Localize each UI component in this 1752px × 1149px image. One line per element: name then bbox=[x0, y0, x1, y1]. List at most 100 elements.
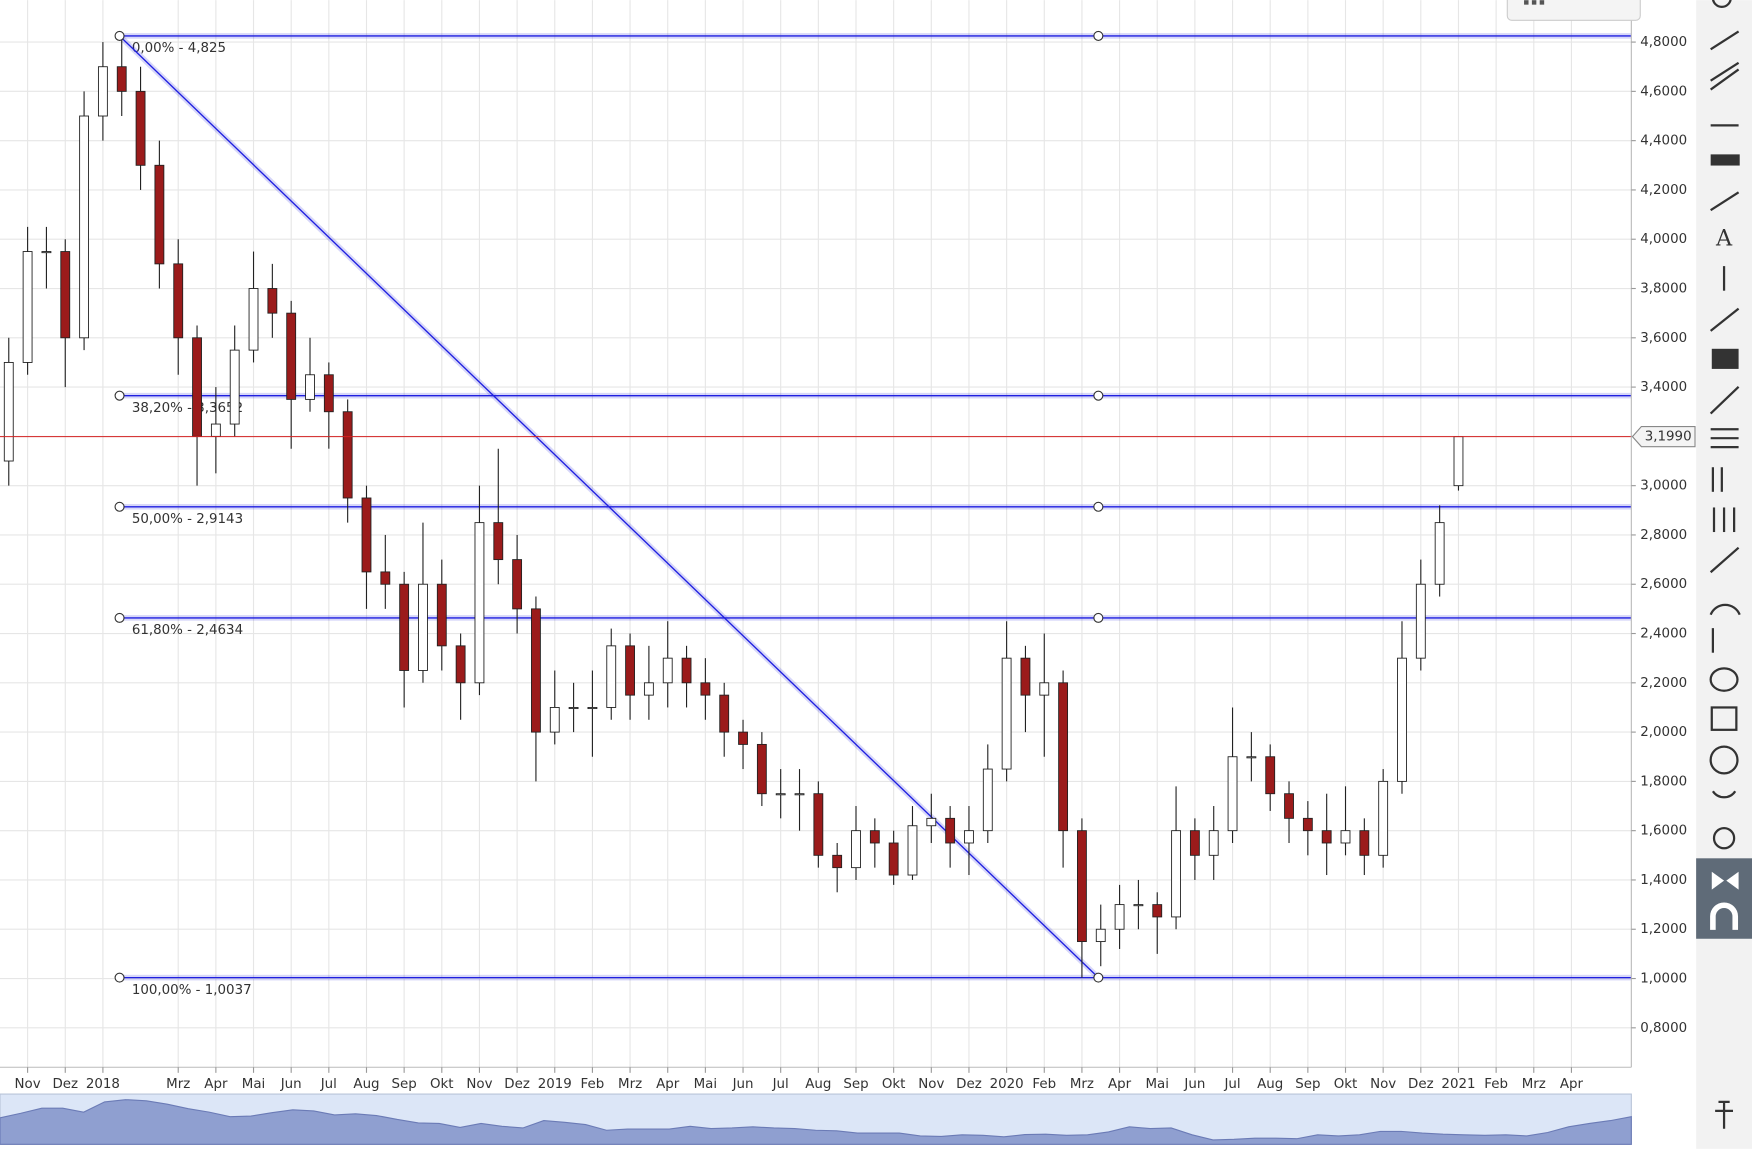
dropdown-icon bbox=[1524, 0, 1529, 5]
x-tick-label: Mrz bbox=[166, 1077, 190, 1092]
candle-body bbox=[1434, 522, 1445, 585]
fib-handle bbox=[1093, 390, 1104, 401]
arc-tool[interactable] bbox=[1709, 603, 1741, 616]
y-tick-label: 2,6000 bbox=[1640, 577, 1687, 592]
ruler-tool[interactable] bbox=[1710, 154, 1740, 166]
ray-tool[interactable] bbox=[1709, 385, 1740, 415]
candle-body bbox=[41, 251, 52, 254]
candle-body bbox=[1415, 583, 1426, 659]
candle-body bbox=[982, 768, 993, 832]
candle-body bbox=[531, 608, 541, 733]
x-tick-label: Jul bbox=[1223, 1077, 1240, 1092]
y-tick-label: 1,8000 bbox=[1640, 774, 1687, 789]
line-tool[interactable] bbox=[1710, 30, 1740, 51]
axes: 0,8000 1,0000 1,2000 1,4000 1,6000 1,8000 2,00… bbox=[15, 35, 1696, 1092]
y-tick-label: 4,6000 bbox=[1640, 84, 1687, 99]
x-tick-label: Nov bbox=[918, 1077, 944, 1092]
candle-body bbox=[888, 842, 899, 876]
y-tick-label: 2,4000 bbox=[1640, 627, 1687, 642]
candle-body bbox=[681, 657, 692, 684]
y-tick-label: 1,2000 bbox=[1640, 922, 1687, 937]
fan-tool[interactable] bbox=[1709, 546, 1740, 574]
pin-tool[interactable] bbox=[1715, 1100, 1734, 1129]
x-tick-label: 2018 bbox=[86, 1077, 120, 1092]
x-tick-label: Apr bbox=[204, 1077, 228, 1092]
arc2-tool[interactable] bbox=[1711, 790, 1737, 799]
candle-body bbox=[1189, 830, 1200, 856]
x-tick-label: Okt bbox=[882, 1077, 906, 1092]
candle-body bbox=[22, 251, 33, 363]
dropdown[interactable] bbox=[1506, 0, 1641, 21]
x-tick-label: Nov bbox=[466, 1077, 492, 1092]
arrow-tool[interactable] bbox=[1710, 191, 1740, 212]
rectangle-fill-tool[interactable] bbox=[1711, 348, 1739, 369]
search-tool[interactable] bbox=[1711, 0, 1732, 9]
candle-body bbox=[60, 251, 71, 339]
magnet-icon bbox=[1710, 902, 1739, 930]
y-tick-label: 2,0000 bbox=[1640, 725, 1687, 740]
x-tick-label: Mai bbox=[694, 1077, 717, 1092]
fork-tool[interactable] bbox=[1709, 307, 1740, 332]
candle-body bbox=[1378, 780, 1389, 856]
x-tick-label: Jul bbox=[320, 1077, 337, 1092]
candle-body bbox=[1039, 682, 1050, 696]
x-tick-label: Dez bbox=[956, 1077, 982, 1092]
candle-body bbox=[926, 817, 937, 827]
candle-body bbox=[945, 817, 956, 844]
candle-body bbox=[738, 731, 748, 745]
x-tick-label: Mrz bbox=[618, 1077, 642, 1092]
navigator-area bbox=[0, 1099, 1632, 1145]
fib-handle bbox=[114, 501, 125, 512]
x-tick-label: Sep bbox=[843, 1077, 868, 1092]
candle-body bbox=[1359, 830, 1370, 856]
candle-body bbox=[135, 90, 146, 166]
toolbar: A bbox=[1696, 0, 1752, 1149]
candle-body bbox=[1058, 682, 1069, 832]
x-tick-label: Mai bbox=[242, 1077, 265, 1092]
x-tick-label: Apr bbox=[1108, 1077, 1132, 1092]
y-tick-label: 3,0000 bbox=[1640, 479, 1687, 494]
fib-handle bbox=[114, 390, 125, 401]
candle-body bbox=[1302, 817, 1313, 832]
text-tool[interactable]: A bbox=[1715, 225, 1733, 251]
candle-body bbox=[493, 522, 504, 561]
candle-body bbox=[719, 694, 730, 733]
active-tool[interactable] bbox=[1696, 858, 1752, 939]
candle-body bbox=[1133, 904, 1144, 907]
x-tick-label: Mrz bbox=[1522, 1077, 1546, 1092]
candle-body bbox=[869, 830, 880, 844]
candle-body bbox=[756, 743, 767, 795]
circle-tool[interactable] bbox=[1709, 745, 1739, 775]
y-tick-label: 1,4000 bbox=[1640, 873, 1687, 888]
candle-body bbox=[832, 854, 843, 869]
candle-body bbox=[1095, 928, 1106, 943]
rectangle-tool[interactable] bbox=[1710, 706, 1738, 731]
candle-body bbox=[512, 559, 523, 610]
crosshair-tool[interactable] bbox=[1712, 827, 1736, 850]
candle-body bbox=[361, 497, 372, 573]
fib-label: 100,00% - 1,0037 bbox=[132, 983, 252, 998]
candle-body bbox=[1265, 756, 1276, 795]
x-tick-label: Aug bbox=[353, 1077, 379, 1092]
dropdown-icon bbox=[1539, 0, 1545, 5]
candle-body bbox=[1227, 756, 1238, 832]
x-tick-label: Nov bbox=[1370, 1077, 1396, 1092]
candle-body bbox=[286, 312, 297, 400]
x-tick-label: Okt bbox=[1334, 1077, 1358, 1092]
candle-body bbox=[549, 707, 560, 733]
candle-body bbox=[1152, 904, 1163, 918]
ellipse-tool[interactable] bbox=[1709, 667, 1739, 692]
candle-body bbox=[267, 288, 278, 314]
channel-tool[interactable] bbox=[1710, 68, 1740, 91]
candle-body bbox=[380, 571, 391, 585]
candle-body bbox=[79, 115, 89, 339]
fib-handle bbox=[1093, 30, 1104, 41]
candle-body bbox=[1453, 436, 1464, 487]
x-tick-label: Feb bbox=[1032, 1077, 1056, 1092]
x-tick-label: Apr bbox=[1560, 1077, 1584, 1092]
fib-handle bbox=[114, 30, 125, 41]
candle-body bbox=[1397, 657, 1407, 782]
y-tick-label: 4,0000 bbox=[1640, 232, 1687, 247]
toolbar-background bbox=[1696, 0, 1752, 1149]
